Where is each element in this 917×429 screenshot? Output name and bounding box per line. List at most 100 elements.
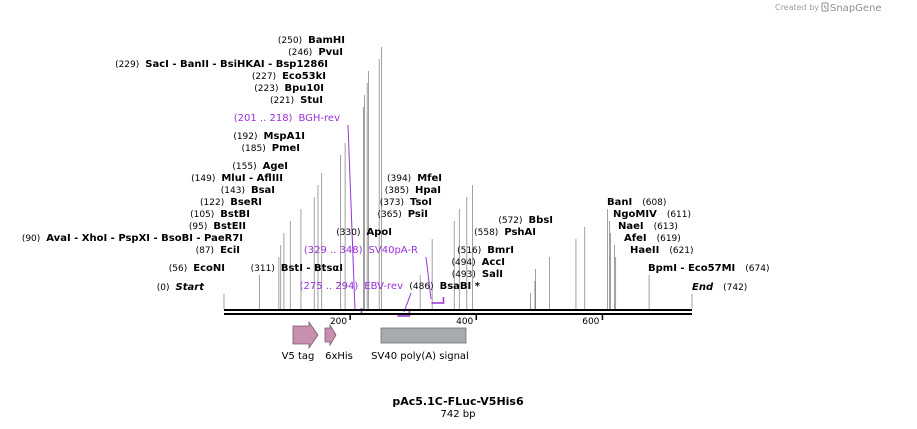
site-afei[interactable]: AfeI (619) [624, 233, 681, 244]
site-pshai[interactable]: PshAI (558) [474, 227, 536, 238]
v5-tag-arrow[interactable] [292, 320, 319, 350]
site-bamhi[interactable]: BamHI (250) [278, 35, 345, 46]
site-name: AccI [482, 257, 505, 268]
site-saci[interactable]: SacI - BanII - BsiHKAI - Bsp1286I (229) [115, 59, 328, 70]
site-position: (493) [452, 270, 476, 280]
primer-ebv-rev[interactable]: EBV-rev (275 .. 294) [300, 281, 403, 292]
primer-name: SV40pA-R [369, 245, 418, 256]
site-pvui[interactable]: PvuI (246) [288, 47, 343, 58]
site-name: MluI - AflIII [221, 173, 283, 184]
site-name: EciI [220, 245, 240, 256]
site-tsoi[interactable]: TsoI (373) [380, 197, 432, 208]
brand-name: SnapGene [830, 3, 882, 14]
site-position: (90) [22, 234, 40, 244]
site-bpmi[interactable]: BpmI - Eco57MI (674) [648, 263, 769, 274]
site-name: BseRI [230, 197, 262, 208]
plasmid-length: 742 bp [441, 409, 476, 420]
site-bani[interactable]: BanI (608) [607, 197, 666, 208]
site-eco53ki[interactable]: Eco53kI (227) [252, 71, 326, 82]
site-name: BsaI [251, 185, 275, 196]
site-position: (56) [169, 264, 187, 274]
feature-track: V5 tag 6xHis SV40 poly(A) signal [282, 320, 469, 362]
site-bsteii[interactable]: BstEII (95) [189, 221, 246, 232]
site-apoi[interactable]: ApoI (330) [336, 227, 392, 238]
site-end[interactable]: End (742) [692, 282, 747, 293]
axis-tick-label: 400 [456, 317, 473, 327]
site-econi[interactable]: EcoNI (56) [169, 263, 225, 274]
site-position: (572) [498, 216, 522, 226]
site-acci[interactable]: AccI (494) [451, 257, 505, 268]
primer-name: BGH-rev [298, 113, 340, 124]
site-position: (227) [252, 72, 276, 82]
site-ecii[interactable]: EciI (87) [196, 245, 240, 256]
primer-connector-bgh-rev [347, 124, 356, 311]
site-position: (674) [745, 264, 769, 274]
site-position: (87) [196, 246, 214, 256]
site-name: PvuI [318, 47, 343, 58]
site-name: MfeI [417, 173, 442, 184]
site-name: NaeI [618, 221, 644, 232]
primer-bgh-rev[interactable]: BGH-rev (201 .. 218) [234, 113, 340, 124]
axis-ticks: 200 400 600 [330, 314, 604, 327]
site-bseri[interactable]: BseRI (122) [200, 197, 262, 208]
primer-bar-ebv-rev[interactable] [397, 310, 411, 317]
site-name: TsoI [410, 197, 432, 208]
site-naei[interactable]: NaeI (613) [618, 221, 678, 232]
site-position: (221) [270, 96, 294, 106]
primer-range: (275 .. 294) [300, 281, 359, 292]
site-name: MspA1I [264, 131, 305, 142]
site-position: (742) [723, 283, 747, 293]
site-start[interactable]: Start (0) [157, 282, 205, 293]
site-position: (373) [380, 198, 404, 208]
site-position: (558) [474, 228, 498, 238]
site-position: (155) [232, 162, 256, 172]
site-name: BstBI [220, 209, 250, 220]
site-mfei[interactable]: MfeI (394) [387, 173, 442, 184]
site-psii[interactable]: PsiI (365) [378, 209, 428, 220]
site-position: (613) [654, 222, 678, 232]
site-name: EcoNI [193, 263, 225, 274]
site-stui[interactable]: StuI (221) [270, 95, 323, 106]
site-hpai[interactable]: HpaI (385) [385, 185, 441, 196]
site-position: (149) [191, 174, 215, 184]
primer-bar-sv40pa-r[interactable] [431, 297, 445, 304]
site-mspa1i[interactable]: MspA1I (192) [233, 131, 305, 142]
axis-tick-label: 600 [582, 317, 599, 327]
axis-tick-label: 200 [330, 317, 347, 327]
6xhis-arrow[interactable] [324, 323, 337, 347]
site-position: (516) [457, 246, 481, 256]
site-name: BanI [607, 197, 632, 208]
site-bpu10i[interactable]: Bpu10I (223) [254, 83, 324, 94]
site-position: (365) [378, 210, 402, 220]
site-position: (621) [669, 246, 693, 256]
primer-sv40pa-r[interactable]: SV40pA-R (329 .. 348) [304, 245, 418, 256]
site-bbsi[interactable]: BbsI (572) [498, 215, 553, 226]
site-haeii[interactable]: HaeII (621) [630, 245, 694, 256]
site-ngomiv[interactable]: NgoMIV (611) [613, 209, 691, 220]
site-agei[interactable]: AgeI (155) [232, 161, 288, 172]
site-bsai[interactable]: BsaI (143) [221, 185, 275, 196]
site-avai[interactable]: AvaI - XhoI - PspXI - BsoBI - PaeR7I (90) [22, 233, 243, 244]
site-mlui[interactable]: MluI - AflIII (149) [191, 173, 283, 184]
site-position: (105) [190, 210, 214, 220]
site-name: SalI [482, 269, 503, 280]
site-bstbi[interactable]: BstBI (105) [190, 209, 250, 220]
site-sali[interactable]: SalI (493) [452, 269, 503, 280]
site-position: (122) [200, 198, 224, 208]
sv40-polya-box[interactable] [380, 327, 467, 344]
site-position: (250) [278, 36, 302, 46]
site-position: (494) [451, 258, 475, 268]
site-position: (95) [189, 222, 207, 232]
6xhis-label: 6xHis [325, 351, 353, 362]
site-pmei[interactable]: PmeI (185) [242, 143, 300, 154]
primer-range: (329 .. 348) [304, 245, 363, 256]
site-bsti[interactable]: BstI - BtsαI (311) [251, 263, 343, 274]
plasmid-title: pAc5.1C-FLuc-V5His6 [392, 395, 524, 408]
site-name: Start [176, 282, 206, 293]
dna-backbone [224, 309, 692, 315]
site-name: PmeI [272, 143, 300, 154]
site-bsabi[interactable]: BsaBI * (486) [409, 281, 480, 292]
site-bmri[interactable]: BmrI (516) [457, 245, 514, 256]
site-name: BsaBI * [440, 281, 481, 292]
